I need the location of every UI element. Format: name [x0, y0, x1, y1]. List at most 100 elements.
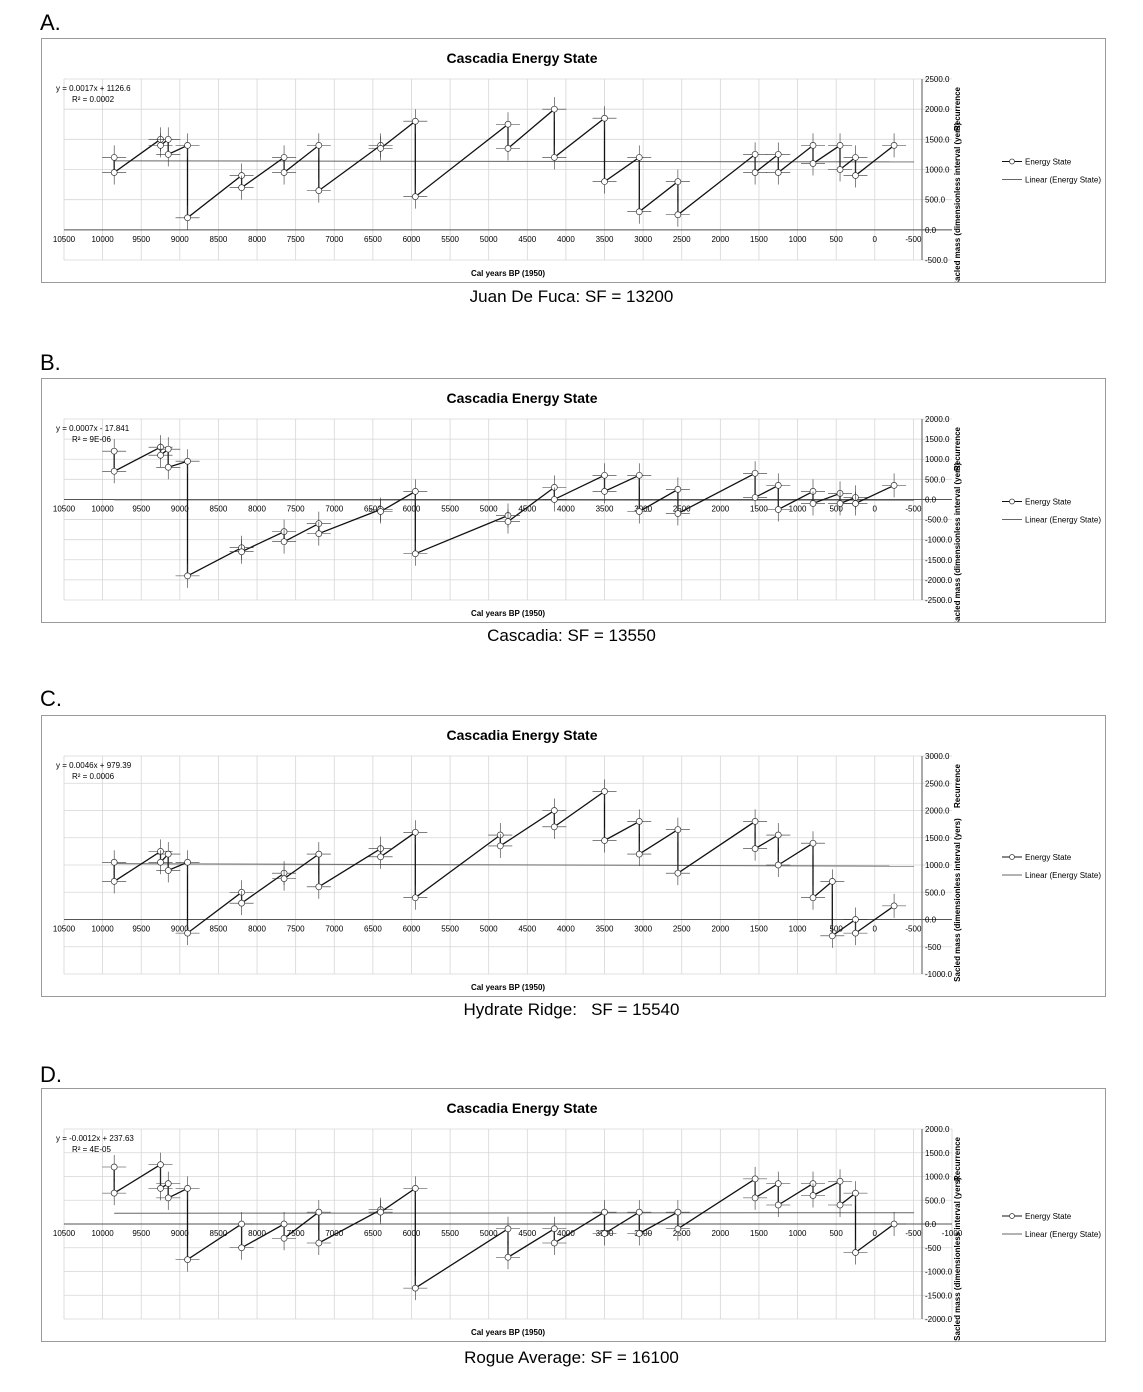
x-tick-label: 2000 — [711, 1229, 729, 1238]
data-point — [411, 193, 419, 200]
chart-panel-b: Cascadia Energy State 10500 10000 9500 9000 8… — [41, 378, 1106, 623]
x-tick-label: 2000 — [711, 504, 729, 513]
y-tick-label: -1500.0 — [925, 1291, 953, 1300]
x-tick-label: 5500 — [441, 235, 459, 244]
data-point — [164, 867, 172, 874]
x-tick-label: 5000 — [480, 925, 498, 934]
x-tick-label: 2500 — [673, 1229, 691, 1238]
x-axis-label: Cal years BP (1950) — [471, 983, 545, 992]
data-point — [280, 154, 288, 161]
data-point — [809, 160, 817, 167]
x-tick-label: 8000 — [248, 235, 266, 244]
x-tick-label: -500 — [905, 925, 922, 934]
data-point — [852, 154, 859, 161]
data-point — [110, 467, 118, 475]
x-tick-label: 5500 — [441, 504, 459, 513]
data-point — [411, 1284, 419, 1292]
x-tick-label: 4000 — [557, 504, 575, 513]
x-tick-label: 8500 — [210, 925, 228, 934]
chart-panel-a: Cascadia Energy State 10500 10000 9500 9000 8… — [41, 38, 1106, 283]
x-tick-label: 4500 — [518, 504, 536, 513]
data-point — [550, 1239, 558, 1247]
data-point — [504, 518, 512, 525]
data-point — [809, 500, 817, 507]
x-tick-label: 4500 — [518, 925, 536, 934]
legend-label-series: Energy State — [1025, 853, 1072, 862]
caption-c: Hydrate Ridge: SF = 15540 — [463, 1000, 680, 1019]
y-tick-label: 1500.0 — [925, 834, 950, 843]
y-tick-label: 2500.0 — [925, 75, 950, 84]
data-point — [315, 1208, 323, 1216]
x-tick-label: -500 — [905, 235, 922, 244]
legend-label-trend: Linear (Energy State) — [1025, 176, 1101, 185]
x-tick-label: 9500 — [132, 1229, 150, 1238]
data-point — [377, 145, 384, 152]
y-axis-label-top: Recurrence — [953, 426, 962, 471]
data-point — [890, 142, 898, 149]
data-point — [836, 142, 844, 149]
x-tick-label: 7000 — [325, 925, 343, 934]
x-tick-label: 1000 — [789, 925, 807, 934]
trendline-r2: R² = 0.0002 — [72, 95, 115, 104]
data-point — [809, 142, 817, 149]
y-tick-label: 3000.0 — [925, 752, 950, 761]
data-point — [315, 1239, 323, 1247]
y-axis-label-top: Recurrence — [953, 1136, 962, 1181]
x-tick-label: 1500 — [750, 235, 768, 244]
data-point — [550, 823, 558, 831]
series-line — [113, 107, 895, 220]
x-tick-label: 6500 — [364, 235, 382, 244]
data-point — [110, 154, 118, 161]
data-point — [411, 828, 419, 836]
x-tick-label: 4500 — [518, 235, 536, 244]
legend-marker-series — [1009, 158, 1015, 165]
data-point — [635, 154, 643, 161]
x-tick-label: 6500 — [364, 1229, 382, 1238]
x-tick-label: 5500 — [441, 925, 459, 934]
data-point — [184, 457, 191, 465]
x-tick-label: 8500 — [210, 235, 228, 244]
y-tick-label: -1000.0 — [925, 1268, 953, 1277]
x-tick-label: 7500 — [287, 235, 305, 244]
x-tick-label: 2500 — [673, 235, 691, 244]
x-axis-label: Cal years BP (1950) — [471, 1328, 545, 1337]
data-point — [601, 837, 608, 844]
y-tick-label: 1000.0 — [925, 861, 950, 870]
data-point — [377, 1208, 384, 1216]
caption-b: Cascadia: SF = 13550 — [487, 626, 656, 645]
x-tick-label: 0 — [873, 504, 878, 513]
trendline-equation: y = 0.0017x + 1126.6 — [56, 84, 131, 93]
x-tick-label: 1500 — [750, 504, 768, 513]
x-tick-label: 9000 — [171, 1229, 189, 1238]
data-point — [774, 831, 782, 839]
data-point — [751, 151, 759, 158]
data-point — [184, 572, 191, 580]
data-point — [411, 488, 419, 495]
x-tick-label: 1000 — [789, 1229, 807, 1238]
x-tick-label: 10000 — [91, 235, 114, 244]
data-point — [836, 500, 844, 507]
data-point — [550, 154, 558, 161]
data-point — [157, 1161, 164, 1168]
data-point — [836, 166, 844, 173]
data-point — [411, 1185, 419, 1192]
data-point — [164, 151, 172, 158]
data-point — [238, 1244, 245, 1252]
x-tick-label: 7500 — [287, 504, 305, 513]
x-axis-label: Cal years BP (1950) — [471, 609, 545, 618]
x-tick-label: 0 — [873, 1229, 878, 1238]
data-point — [110, 1163, 118, 1171]
x-tick-label: 5000 — [480, 235, 498, 244]
data-point — [601, 1230, 608, 1237]
y-tick-label: 500.0 — [925, 1196, 946, 1205]
data-point — [774, 1180, 782, 1187]
data-point — [774, 506, 782, 513]
caption-d: Rogue Average: SF = 16100 — [464, 1348, 679, 1367]
chart-title: Cascadia Energy State — [447, 1100, 598, 1116]
y-axis-label-top: Recurrence — [953, 763, 962, 808]
panel-letter-d: D. — [40, 1062, 62, 1087]
data-point — [315, 530, 323, 537]
y-tick-label: -2500.0 — [925, 596, 953, 605]
x-tick-label: 500 — [829, 1229, 843, 1238]
